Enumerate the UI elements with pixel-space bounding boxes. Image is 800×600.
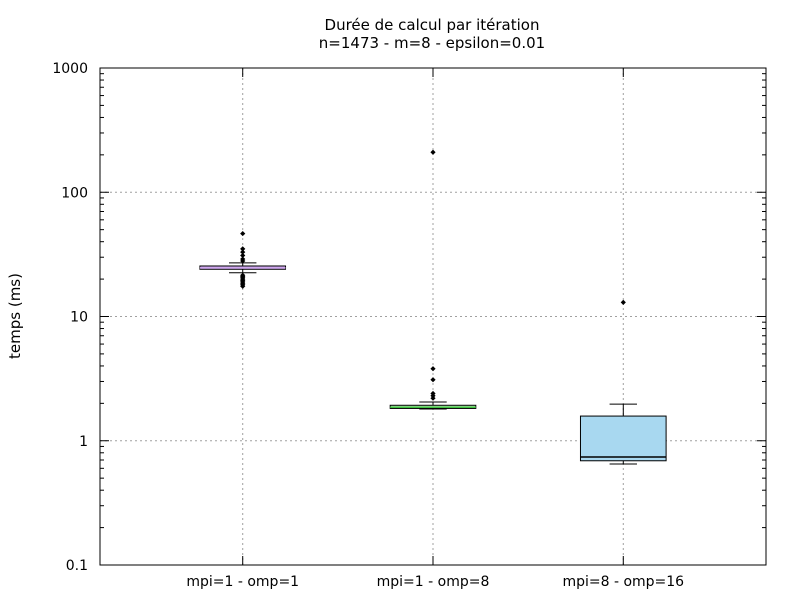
y-axis-label: temps (ms) — [6, 273, 24, 359]
y-tick-label: 0.1 — [66, 558, 88, 574]
y-tick-label: 100 — [61, 185, 88, 201]
outlier-point — [240, 249, 246, 255]
y-tick-label: 1 — [79, 434, 88, 450]
outlier-point — [240, 258, 246, 264]
box-group — [389, 149, 477, 410]
axes: 0.1 1 10 100 1000 mpi=1 - omp=1 mpi=1 - omp=8 m… — [52, 61, 766, 590]
plot-area — [199, 149, 667, 465]
x-tick-label: mpi=1 - omp=8 — [377, 574, 490, 590]
outlier-point — [430, 395, 436, 401]
outlier-point — [240, 252, 246, 259]
y-tick-label: 10 — [70, 310, 88, 326]
x-tick-label: mpi=8 - omp=16 — [562, 574, 684, 590]
y-tick-label: 1000 — [52, 61, 88, 77]
outlier-point — [430, 366, 436, 372]
outlier-point — [240, 283, 246, 289]
outlier-point — [430, 377, 436, 383]
outlier-point — [240, 246, 246, 252]
outlier-point — [620, 299, 626, 305]
chart-subtitle: n=1473 - m=8 - epsilon=0.01 — [319, 34, 545, 52]
box — [579, 415, 667, 462]
outlier-point — [240, 230, 246, 237]
box-group — [199, 230, 287, 289]
outlier-point — [430, 149, 436, 155]
grid — [100, 68, 766, 565]
chart-title: Durée de calcul par itération — [325, 16, 540, 34]
x-tick-label: mpi=1 - omp=1 — [186, 574, 299, 590]
box-group — [579, 299, 667, 465]
